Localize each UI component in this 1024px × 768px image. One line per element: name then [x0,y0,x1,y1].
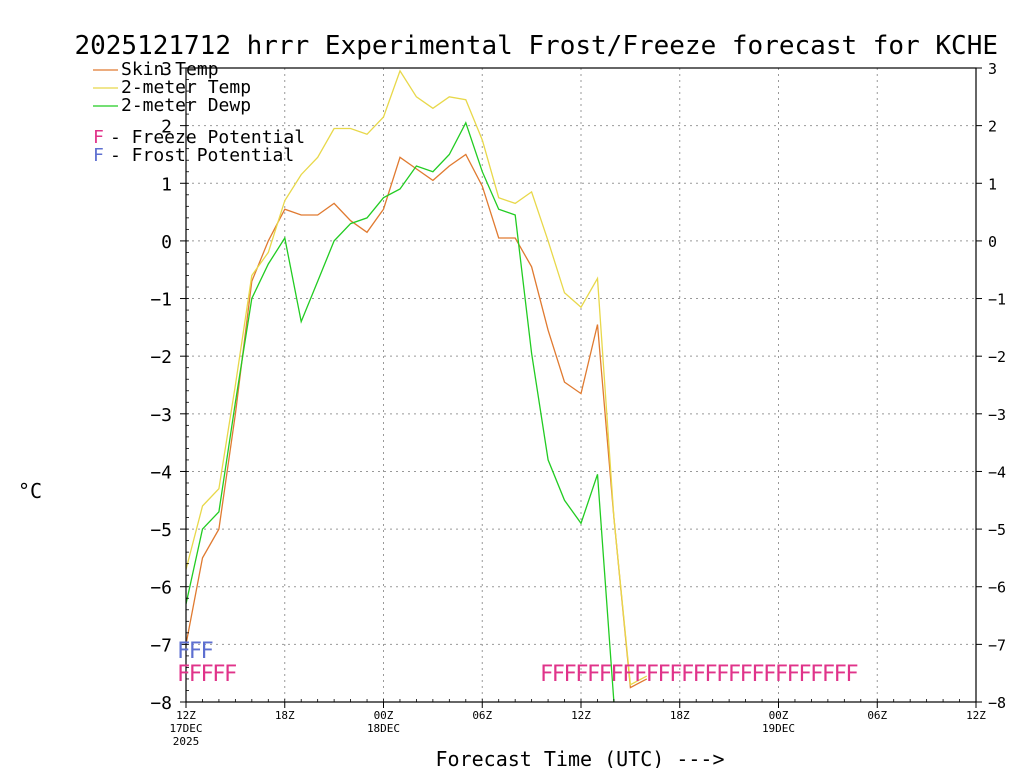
y-tick-label-left-0: 3 [161,59,172,80]
y-tick-label-right-6: −3 [988,406,1006,424]
y-tick-label-right-8: −5 [988,521,1006,539]
y-axis-label: °C [18,479,42,503]
legend-marker-1: F [93,145,104,166]
y-tick-label-left-5: −2 [150,347,172,368]
y-tick-label-right-2: 1 [988,175,997,193]
y-tick-label-left-8: −5 [150,520,172,541]
chart-title: 2025121712 hrrr Experimental Frost/Freez… [74,31,998,61]
legend-extra-label-1: - Frost Potential [110,145,294,166]
series-line-1 [186,69,648,686]
x-tick-label-8: 12Z [966,709,986,722]
legend-extra-label-0: - Freeze Potential [110,127,305,148]
legend-label-2: 2-meter Dewp [121,95,251,116]
series-line-2 [186,121,615,702]
x-tick-label-1: 18Z [275,709,295,722]
x-tick-date-6: 19DEC [762,722,795,735]
x-tick-label-3: 06Z [472,709,492,722]
x-tick-label-6: 00Z [769,709,789,722]
y-tick-label-right-1: 2 [988,118,997,136]
x-tick-date-2: 18DEC [367,722,400,735]
series-lines [186,69,648,702]
y-tick-label-right-10: −7 [988,636,1006,654]
legend-label-1: 2-meter Temp [121,77,251,98]
legend-label-0: Skin Temp [121,59,219,80]
y-tick-label-right-4: −1 [988,291,1006,309]
y-tick-label-right-9: −6 [988,579,1006,597]
y-tick-label-left-4: −1 [150,290,172,311]
plot-frame [185,67,977,703]
x-tick-date-0: 17DEC [169,722,202,735]
y-tick-label-right-11: −8 [988,694,1006,712]
x-tick-label-5: 18Z [670,709,690,722]
y-tick-label-right-3: 0 [988,233,997,251]
y-tick-label-left-10: −7 [150,635,172,656]
y-tick-label-left-1: 2 [161,117,172,138]
x-tick-label-0: 12Z [176,709,196,722]
y-tick-label-right-5: −2 [988,348,1006,366]
y-tick-label-right-0: 3 [988,60,997,78]
x-tick-label-4: 12Z [571,709,591,722]
series-line-0 [186,153,648,689]
grid-lines [186,68,976,702]
legend-marker-0: F [93,127,104,148]
freeze-flags-start: FFFFF [177,662,236,687]
y-tick-label-left-6: −3 [150,405,172,426]
frost-flags: FFF [177,639,212,664]
freeze-flags-end: FFFFFFFFFFFFFFFFFFFFFFFFFFF [540,662,857,687]
y-tick-label-left-2: 1 [161,174,172,195]
x-tick-label-7: 06Z [867,709,887,722]
y-axis-ticks: 3 3 2 2 1 1 0 0 −1 −1 −2 −2 −3 −3 −4 −4 −5 −5 −6 −6 −7 −7 −8 −8 [150,59,1006,714]
y-tick-label-left-7: −4 [150,462,172,483]
x-tick-label-2: 00Z [374,709,394,722]
x-tick-year-0: 2025 [173,735,200,748]
y-tick-label-left-3: 0 [161,232,172,253]
y-tick-label-right-7: −4 [988,463,1006,481]
y-tick-label-left-11: −8 [150,693,172,714]
x-axis-label: Forecast Time (UTC) ---> [436,747,725,768]
y-tick-label-left-9: −6 [150,578,172,599]
